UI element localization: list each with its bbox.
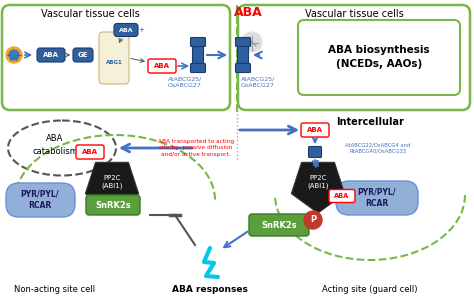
FancyBboxPatch shape	[298, 20, 460, 95]
Circle shape	[304, 211, 322, 229]
FancyBboxPatch shape	[148, 59, 176, 73]
Text: AtABCG25/
OsABCG27: AtABCG25/ OsABCG27	[241, 76, 275, 88]
FancyBboxPatch shape	[238, 5, 470, 110]
FancyBboxPatch shape	[236, 64, 250, 73]
Circle shape	[246, 40, 258, 52]
Text: ABA: ABA	[154, 63, 170, 69]
Circle shape	[243, 33, 255, 45]
Text: ABA responses: ABA responses	[172, 286, 248, 295]
Circle shape	[250, 36, 262, 48]
FancyBboxPatch shape	[73, 48, 93, 62]
FancyBboxPatch shape	[301, 123, 329, 137]
Text: ABA: ABA	[43, 52, 59, 58]
Text: PYR/PYL/
RCAR: PYR/PYL/ RCAR	[358, 188, 396, 208]
Text: SnRK2s: SnRK2s	[261, 220, 297, 230]
FancyBboxPatch shape	[191, 38, 206, 46]
Ellipse shape	[8, 121, 116, 176]
Circle shape	[6, 47, 22, 63]
Text: ABA: ABA	[334, 193, 350, 199]
FancyBboxPatch shape	[86, 195, 140, 215]
Text: ABA: ABA	[118, 28, 133, 32]
FancyBboxPatch shape	[6, 183, 75, 217]
Text: Intercellular: Intercellular	[336, 117, 404, 127]
FancyBboxPatch shape	[192, 40, 203, 70]
Text: +: +	[138, 27, 144, 33]
FancyBboxPatch shape	[99, 32, 129, 84]
FancyBboxPatch shape	[236, 38, 250, 46]
FancyBboxPatch shape	[2, 5, 230, 110]
Text: PP2C
(ABI1): PP2C (ABI1)	[307, 175, 329, 189]
Text: Non-acting site cell: Non-acting site cell	[14, 286, 96, 295]
Text: ABA: ABA	[234, 5, 263, 19]
FancyBboxPatch shape	[37, 48, 65, 62]
Text: SnRK2s: SnRK2s	[95, 200, 131, 209]
FancyBboxPatch shape	[237, 40, 248, 70]
Text: GE: GE	[78, 52, 88, 58]
Text: ABA biosynthesis
(NCEDs, AAOs): ABA biosynthesis (NCEDs, AAOs)	[328, 45, 430, 69]
Text: ABA: ABA	[82, 149, 98, 155]
Circle shape	[243, 39, 255, 51]
Text: Vascular tissue cells: Vascular tissue cells	[305, 9, 403, 19]
Polygon shape	[85, 162, 138, 213]
Text: AtABCG22/OsABCG4 and
RtABCG40/OsABCG33: AtABCG22/OsABCG4 and RtABCG40/OsABCG33	[346, 142, 410, 154]
FancyBboxPatch shape	[191, 64, 206, 73]
Text: AtABCG25/
OsABCG27: AtABCG25/ OsABCG27	[168, 76, 202, 88]
FancyBboxPatch shape	[329, 190, 355, 202]
FancyBboxPatch shape	[336, 181, 418, 215]
Circle shape	[242, 36, 254, 48]
Text: Vascular tissue cells: Vascular tissue cells	[41, 9, 139, 19]
Text: Acting site (guard cell): Acting site (guard cell)	[322, 286, 418, 295]
Text: ABA transported to acting
site by  passive diffusion
and/or active transport.: ABA transported to acting site by passiv…	[158, 139, 234, 157]
Circle shape	[246, 32, 258, 44]
FancyBboxPatch shape	[114, 23, 138, 37]
Text: P: P	[310, 215, 316, 224]
Text: PYR/PYL/
RCAR: PYR/PYL/ RCAR	[21, 190, 59, 210]
Circle shape	[9, 50, 19, 60]
Text: ABG1: ABG1	[106, 59, 122, 64]
Polygon shape	[292, 162, 345, 213]
Text: PP2C
(ABI1): PP2C (ABI1)	[101, 175, 123, 189]
FancyBboxPatch shape	[249, 214, 309, 236]
FancyBboxPatch shape	[76, 145, 104, 159]
Text: ABA
catabolism: ABA catabolism	[32, 134, 78, 156]
Circle shape	[249, 33, 261, 45]
Text: ABA: ABA	[307, 127, 323, 133]
FancyBboxPatch shape	[309, 146, 321, 158]
Circle shape	[249, 39, 261, 51]
